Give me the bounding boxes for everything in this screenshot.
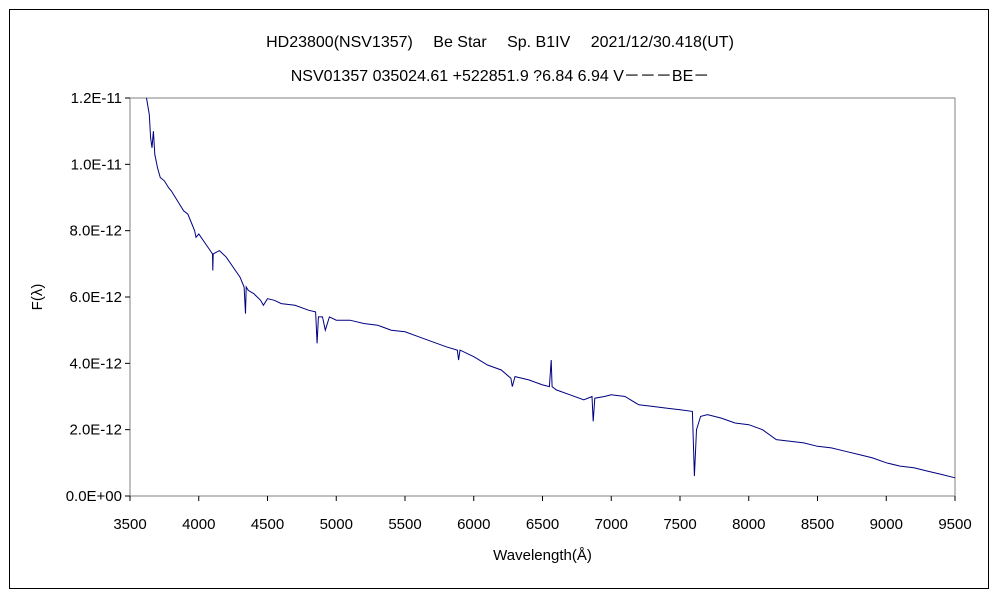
spectrum-line (146, 97, 956, 479)
x-tick-label: 6000 (457, 516, 490, 533)
chart-frame (9, 9, 989, 589)
chart-title: HD23800(NSV1357) Be Star Sp. B1IV 2021/1… (266, 34, 734, 51)
y-tick-label: 8.0E-12 (69, 223, 122, 240)
y-tick-label: 0.0E+00 (66, 488, 122, 505)
chart-subtitle: NSV01357 035024.61 +522851.9 ?6.84 6.94 … (290, 68, 710, 85)
x-tick-label: 6500 (526, 516, 559, 533)
x-tick-label: 9000 (870, 516, 903, 533)
x-tick-label: 8000 (732, 516, 765, 533)
x-tick-label: 5500 (388, 516, 421, 533)
y-axis-label: F(λ) (29, 284, 46, 311)
y-tick-label: 6.0E-12 (69, 289, 122, 306)
x-tick-label: 4000 (182, 516, 215, 533)
x-tick-label: 7000 (595, 516, 628, 533)
x-axis: 3500 4000 4500 5000 5500 6000 6500 7000 7500 8000… (113, 496, 972, 533)
x-tick-label: 4500 (251, 516, 284, 533)
y-tick-label: 1.0E-11 (71, 156, 122, 173)
y-tick-label: 1.2E-11 (71, 90, 122, 107)
x-tick-label: 3500 (113, 516, 146, 533)
x-tick-label: 7500 (663, 516, 696, 533)
x-tick-label: 8500 (801, 516, 834, 533)
plot-area (129, 97, 956, 497)
x-tick-label: 5000 (320, 516, 353, 533)
y-tick-label: 2.0E-12 (69, 422, 122, 439)
x-axis-label: Wavelength(Å) (493, 547, 592, 564)
x-tick-label: 9500 (938, 516, 971, 533)
y-tick-label: 4.0E-12 (69, 355, 122, 372)
y-axis: 0.0E+00 2.0E-12 4.0E-12 6.0E-12 8.0E-12 1.0E-… (66, 90, 130, 505)
